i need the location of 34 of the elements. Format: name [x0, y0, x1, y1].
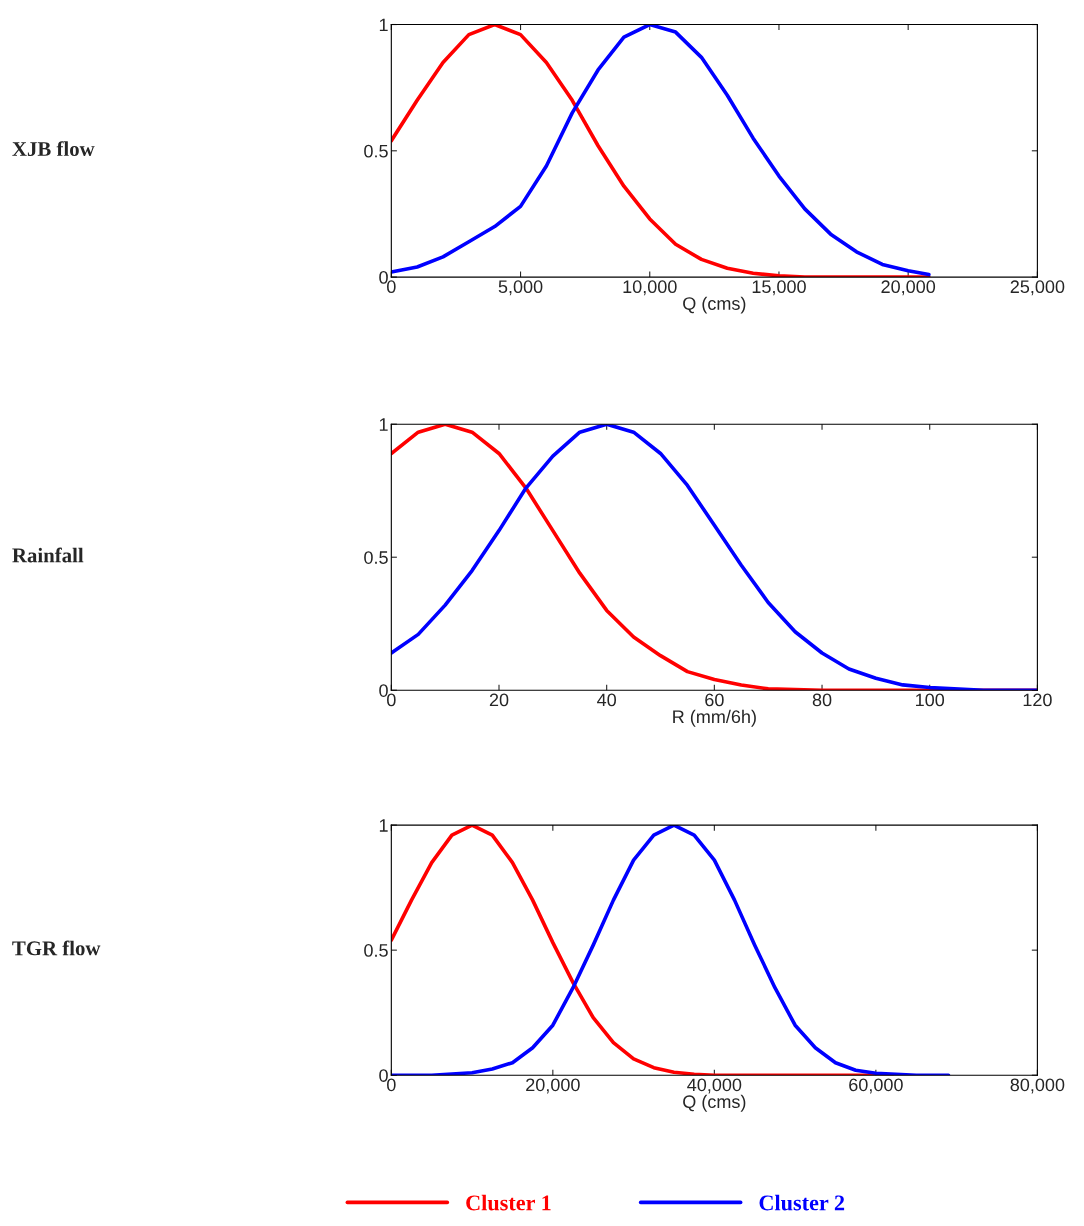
y-tick-label: 0.5	[364, 551, 388, 564]
x-tick-label: 40	[597, 693, 617, 707]
y-tick-label: 0	[379, 684, 388, 697]
x-tick-label: 120	[1023, 693, 1052, 707]
y-tick-label: 0.5	[364, 144, 388, 158]
x-tick-label: 80	[812, 693, 832, 707]
x-axis-title: Q (cms)	[683, 296, 746, 314]
x-tick-label: 60,000	[849, 1078, 903, 1094]
x-tick-label: 15,000	[752, 280, 806, 296]
y-tick-label: 0.5	[364, 944, 388, 957]
text: TGR flow	[12, 940, 101, 956]
x-tick-label: 25,000	[1010, 280, 1065, 296]
x-tick-label: 20	[489, 693, 509, 707]
text: XJB flow	[12, 141, 95, 157]
x-tick-label: 60	[705, 693, 724, 707]
x-tick-label: 20,000	[881, 280, 936, 296]
text: Rainfall	[12, 547, 84, 563]
line-series	[391, 24, 931, 278]
y-tick-label: 0	[379, 1069, 388, 1082]
x-tick-label: 40,000	[687, 1078, 742, 1094]
x-tick-label: 10,000	[623, 280, 677, 296]
y-tick-label: 1	[379, 819, 388, 832]
legend-label: Cluster 1	[466, 1194, 551, 1211]
x-tick-label: 100	[916, 693, 945, 707]
x-tick-label: 20,000	[526, 1078, 580, 1094]
x-axis-title: Q (cms)	[683, 1094, 746, 1112]
x-axis-title: R (mm/6h)	[673, 709, 756, 727]
y-tick-label: 1	[379, 18, 388, 32]
x-tick-label: 5,000	[498, 280, 543, 296]
legend-label: Cluster 2	[759, 1194, 845, 1211]
x-tick-label: 80,000	[1010, 1078, 1065, 1094]
y-tick-label: 0	[379, 271, 388, 284]
line-series	[391, 424, 1038, 691]
y-tick-label: 1	[379, 418, 388, 431]
